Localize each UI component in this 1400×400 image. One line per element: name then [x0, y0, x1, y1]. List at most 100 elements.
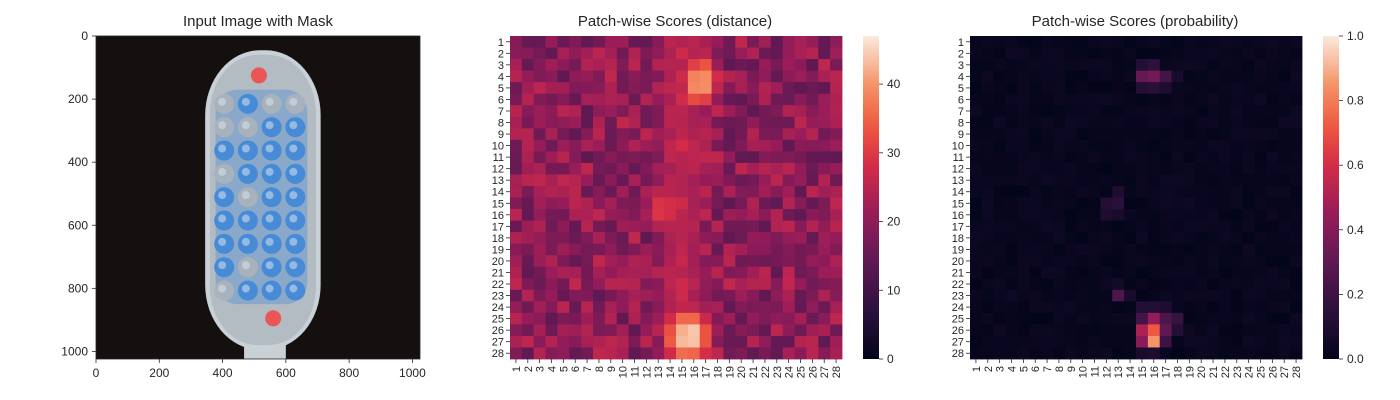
heatmap-cell — [1147, 255, 1161, 268]
heatmap-cell — [1195, 255, 1208, 268]
heatmap-cell — [1005, 70, 1018, 83]
y-tick-label: 5 — [958, 83, 964, 95]
heatmap-cell — [830, 59, 843, 72]
heatmap-cell — [1254, 59, 1267, 72]
distance-heatmap-cells — [510, 36, 843, 360]
heatmap-cell — [970, 301, 983, 314]
heatmap-cell — [1195, 128, 1208, 141]
heatmap-cell — [1183, 197, 1196, 210]
heatmap-cell — [1124, 278, 1137, 291]
heatmap-cell — [652, 36, 665, 48]
anomaly-spot — [265, 310, 282, 327]
heatmap-cell — [782, 82, 795, 95]
heatmap-cell — [1005, 301, 1018, 314]
heatmap-cell — [1278, 335, 1291, 348]
x-tick-label: 24 — [1244, 366, 1256, 378]
heatmap-cell — [970, 36, 983, 48]
y-tick-label: 1 — [498, 37, 504, 49]
heatmap-cell — [557, 185, 570, 198]
heatmap-cell — [1266, 347, 1279, 360]
heatmap-cell — [628, 289, 641, 302]
x-tick-label: 6 — [570, 366, 582, 372]
heatmap-cell — [1100, 232, 1113, 245]
heatmap-cell — [569, 220, 582, 233]
heatmap-cell — [604, 93, 618, 106]
heatmap-cell — [699, 139, 712, 152]
heatmap-cell — [699, 162, 712, 175]
heatmap-cell — [747, 47, 760, 60]
y-tick-label: 5 — [498, 83, 504, 95]
heatmap-cell — [569, 162, 582, 175]
heatmap-cell — [981, 220, 995, 233]
heatmap-cell — [770, 36, 784, 48]
heatmap-cell — [1076, 278, 1089, 291]
heatmap-cell — [1053, 174, 1066, 187]
heatmap-cell — [711, 232, 724, 245]
heatmap-cell — [1076, 301, 1089, 314]
heatmap-cell — [616, 324, 629, 337]
heatmap-cell — [993, 82, 1006, 95]
heatmap-cell — [830, 116, 843, 129]
heatmap-cell — [1029, 289, 1042, 302]
heatmap-cell — [1195, 93, 1208, 106]
heatmap-cell — [510, 220, 523, 233]
heatmap-cell — [687, 174, 701, 187]
y-tick-label: 11 — [953, 152, 964, 164]
heatmap-cell — [1053, 185, 1066, 198]
heatmap-cell — [818, 232, 831, 245]
heatmap-cell — [1230, 139, 1244, 152]
heatmap-cell — [1017, 151, 1030, 164]
heatmap-cell — [1100, 162, 1113, 175]
heatmap-cell — [1171, 301, 1184, 314]
heatmap-cell — [545, 59, 558, 72]
heatmap-cell — [557, 289, 570, 302]
heatmap-cell — [1207, 139, 1220, 152]
heatmap-cell — [747, 128, 760, 141]
bristle-highlight — [289, 167, 298, 176]
heatmap-cell — [1290, 301, 1303, 314]
heatmap-cell — [1183, 347, 1196, 360]
heatmap-cell — [747, 151, 760, 164]
heatmap-cell — [1041, 139, 1054, 152]
heatmap-cell — [1112, 289, 1125, 302]
bristle-highlight — [265, 261, 274, 270]
heatmap-cell — [628, 128, 641, 141]
heatmap-cell — [806, 243, 819, 256]
heatmap-cell — [687, 266, 701, 279]
heatmap-cell — [1053, 347, 1066, 360]
x-tick-label: 800 — [339, 366, 359, 380]
heatmap-cell — [1112, 255, 1125, 268]
bristle-highlight — [241, 214, 250, 223]
heatmap-cell — [1017, 335, 1030, 348]
heatmap-cell — [699, 266, 712, 279]
heatmap-cell — [782, 70, 795, 83]
heatmap-cell — [581, 347, 594, 360]
probability-heatmap-y-axis: 1234567891011121314151617181920212223242… — [952, 37, 970, 360]
heatmap-cell — [604, 162, 618, 175]
heatmap-cell — [1088, 312, 1101, 325]
heatmap-cell — [557, 162, 570, 175]
heatmap-cell — [759, 82, 772, 95]
heatmap-cell — [782, 128, 795, 141]
heatmap-cell — [1278, 93, 1291, 106]
heatmap-cell — [1088, 220, 1101, 233]
heatmap-cell — [1242, 266, 1255, 279]
heatmap-cell — [1266, 139, 1279, 152]
distance-heatmap-x-axis: 1 2 3 4 5 6 7 8 9 10 11 12 13 14 15 16 17 18 19 20 21 22 23 24 2… — [511, 359, 843, 378]
heatmap-cell — [593, 139, 606, 152]
heatmap-cell — [1171, 220, 1184, 233]
heatmap-cell — [711, 59, 724, 72]
y-tick-label: 25 — [492, 314, 504, 326]
heatmap-cell — [1230, 209, 1244, 221]
heatmap-cell — [545, 266, 558, 279]
heatmap-cell — [640, 312, 653, 325]
colorbar-tick-label: 10 — [887, 283, 901, 297]
heatmap-cell — [1112, 335, 1125, 348]
heatmap-cell — [993, 70, 1006, 83]
heatmap-cell — [557, 128, 570, 141]
heatmap-cell — [1254, 289, 1267, 302]
heatmap-cell — [1017, 209, 1030, 221]
y-tick-label: 10 — [952, 141, 964, 153]
heatmap-cell — [1041, 105, 1054, 118]
input-image-x-axis: 0 200 400 600 800 1000 — [93, 359, 426, 380]
